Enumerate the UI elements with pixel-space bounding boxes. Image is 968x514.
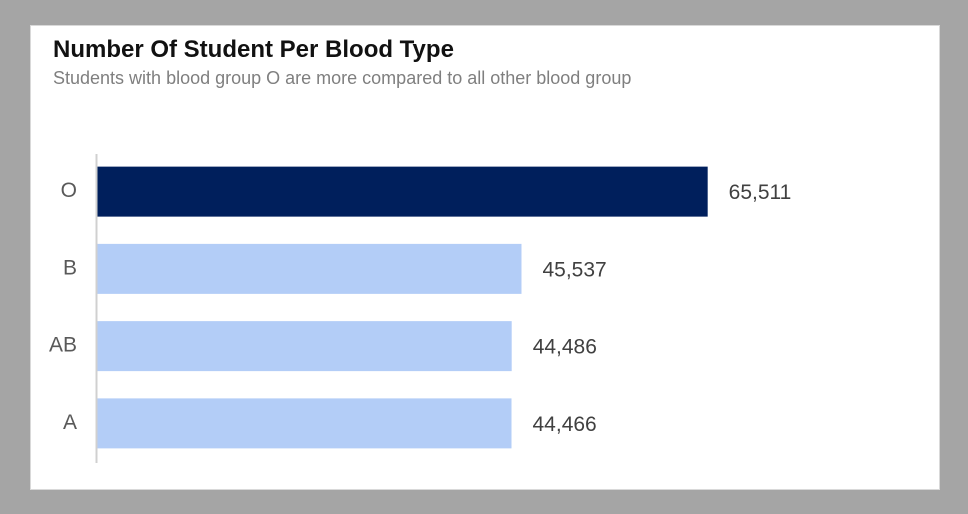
value-label-a: 44,466: [533, 413, 597, 436]
category-label-a: A: [63, 411, 77, 434]
bar-o: [97, 166, 708, 217]
chart-card: Number Of Student Per Blood Type Student…: [30, 25, 940, 490]
bar-chart: O 65,511 B 45,537 AB 44,486 A 44,466: [49, 154, 792, 463]
bar-b: [97, 243, 522, 294]
value-label-b: 45,537: [542, 258, 606, 281]
category-label-b: B: [63, 256, 77, 279]
bar-a: [97, 398, 512, 449]
category-label-o: O: [61, 179, 77, 202]
chart-title: Number Of Student Per Blood Type: [53, 36, 454, 63]
chart-subtitle: Students with blood group O are more com…: [53, 68, 632, 88]
bar-ab: [97, 321, 512, 372]
category-label-ab: AB: [49, 334, 77, 357]
value-label-o: 65,511: [729, 181, 792, 204]
value-label-ab: 44,486: [533, 336, 597, 359]
